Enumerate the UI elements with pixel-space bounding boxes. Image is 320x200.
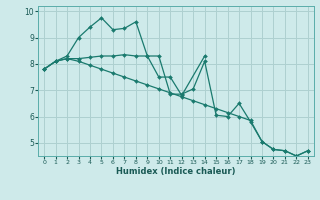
- X-axis label: Humidex (Indice chaleur): Humidex (Indice chaleur): [116, 167, 236, 176]
